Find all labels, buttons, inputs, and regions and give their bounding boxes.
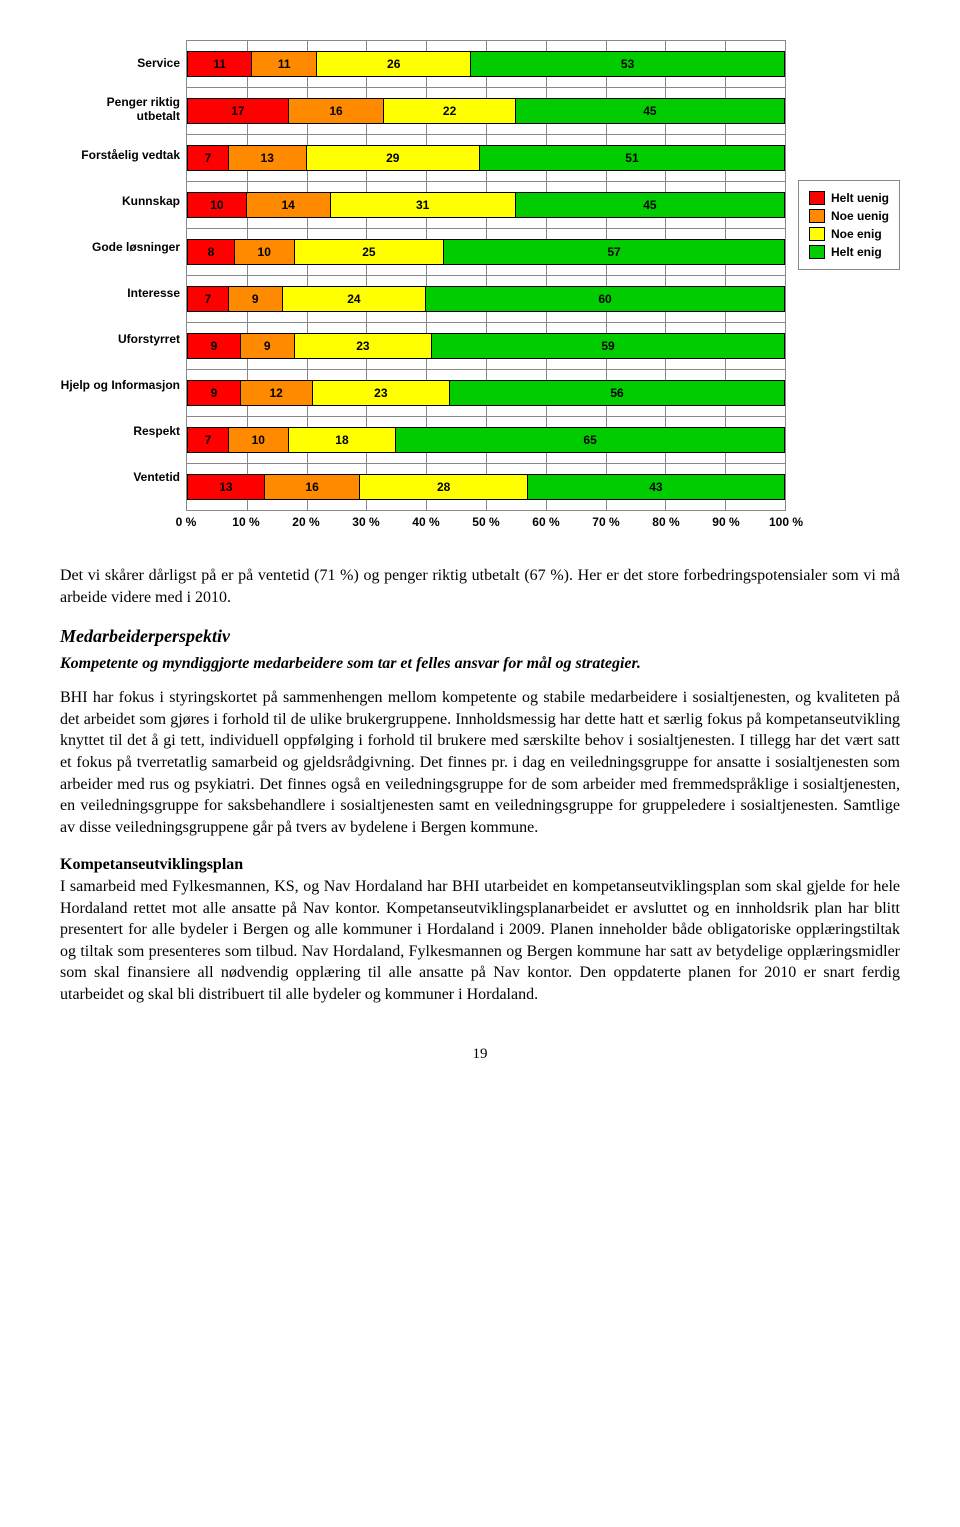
chart-bar-segment: 60	[426, 286, 785, 312]
legend-swatch	[809, 209, 825, 223]
paragraph-bhi-fokus: BHI har fokus i styringskortet på sammen…	[60, 687, 900, 838]
chart-bar-row: 10143145	[187, 182, 785, 229]
chart-bar-segment: 8	[187, 239, 235, 265]
chart-bar-row: 7101865	[187, 417, 785, 464]
chart-bar-segment: 51	[480, 145, 785, 171]
chart-bar-segment: 59	[432, 333, 785, 359]
survey-chart: ServicePenger riktig utbetaltForståelig …	[60, 40, 900, 535]
chart-x-tick: 30 %	[352, 515, 379, 529]
chart-x-tick: 100 %	[769, 515, 803, 529]
chart-bar-segment: 45	[516, 192, 785, 218]
paragraph-intro: Det vi skårer dårligst på er på ventetid…	[60, 565, 900, 608]
chart-bar-segment: 11	[252, 51, 317, 77]
chart-bar-segment: 10	[187, 192, 247, 218]
chart-bar-segment: 26	[317, 51, 471, 77]
legend-label: Noe enig	[831, 227, 882, 241]
legend-item: Helt enig	[809, 245, 889, 259]
chart-bar-segment: 43	[528, 474, 785, 500]
paragraph-kompetanseplan: I samarbeid med Fylkesmannen, KS, og Nav…	[60, 876, 900, 1006]
chart-bar-segment: 25	[295, 239, 444, 265]
chart-x-tick: 90 %	[712, 515, 739, 529]
chart-category-label: Ventetid	[60, 454, 180, 500]
legend-item: Noe enig	[809, 227, 889, 241]
chart-bar-segment: 12	[241, 380, 313, 406]
heading-kompetanseutviklingsplan: Kompetanseutviklingsplan	[60, 854, 900, 876]
chart-bar-segment: 14	[247, 192, 331, 218]
legend-swatch	[809, 245, 825, 259]
chart-category-label: Respekt	[60, 408, 180, 454]
chart-bar-row: 17162245	[187, 88, 785, 135]
chart-bar-row: 7132951	[187, 135, 785, 182]
chart-category-label: Kunnskap	[60, 178, 180, 224]
chart-bar-row: 9122356	[187, 370, 785, 417]
chart-x-tick: 20 %	[292, 515, 319, 529]
chart-x-tick: 0 %	[176, 515, 197, 529]
chart-bar-segment: 7	[187, 145, 229, 171]
chart-bar-segment: 65	[396, 427, 785, 453]
chart-bar-segment: 31	[331, 192, 516, 218]
chart-bar-segment: 16	[289, 98, 385, 124]
chart-x-tick: 50 %	[472, 515, 499, 529]
chart-category-label: Service	[60, 40, 180, 86]
chart-x-tick: 10 %	[232, 515, 259, 529]
chart-bar-segment: 56	[450, 380, 785, 406]
chart-legend: Helt uenig Noe uenig Noe enig Helt enig	[798, 180, 900, 270]
chart-bar-segment: 16	[265, 474, 361, 500]
chart-bar-segment: 23	[295, 333, 433, 359]
legend-label: Helt enig	[831, 245, 882, 259]
chart-bar-row: 13162843	[187, 464, 785, 510]
chart-bar-segment: 29	[307, 145, 480, 171]
legend-swatch	[809, 227, 825, 241]
heading-medarbeiderperspektiv: Medarbeiderperspektiv	[60, 626, 900, 647]
legend-item: Helt uenig	[809, 191, 889, 205]
chart-bar-row: 8102557	[187, 229, 785, 276]
chart-bar-segment: 9	[187, 380, 241, 406]
legend-label: Helt uenig	[831, 191, 889, 205]
chart-bar-segment: 7	[187, 286, 229, 312]
chart-bar-row: 11112653	[187, 41, 785, 88]
chart-x-tick: 80 %	[652, 515, 679, 529]
chart-bar-segment: 10	[235, 239, 295, 265]
chart-bar-segment: 9	[229, 286, 283, 312]
chart-category-labels: ServicePenger riktig utbetaltForståelig …	[60, 40, 186, 500]
chart-plot: 1111265317162245713295110143145810255779…	[186, 40, 786, 511]
legend-item: Noe uenig	[809, 209, 889, 223]
chart-bar-row: 992359	[187, 323, 785, 370]
chart-category-label: Penger riktig utbetalt	[60, 86, 180, 132]
chart-x-tick: 70 %	[592, 515, 619, 529]
chart-category-label: Interesse	[60, 270, 180, 316]
chart-bar-segment: 13	[187, 474, 265, 500]
chart-bar-row: 792460	[187, 276, 785, 323]
chart-bar-segment: 23	[313, 380, 451, 406]
chart-bar-segment: 10	[229, 427, 289, 453]
subheading-kompetente: Kompetente og myndiggjorte medarbeidere …	[60, 655, 900, 673]
page-number: 19	[60, 1046, 900, 1063]
chart-bar-segment: 13	[229, 145, 307, 171]
chart-area: 1111265317162245713295110143145810255779…	[186, 40, 786, 535]
chart-bar-segment: 45	[516, 98, 785, 124]
chart-bar-segment: 9	[187, 333, 241, 359]
chart-x-tick: 60 %	[532, 515, 559, 529]
chart-bar-segment: 17	[187, 98, 289, 124]
chart-bar-segment: 53	[471, 51, 785, 77]
chart-bar-segment: 24	[283, 286, 427, 312]
chart-category-label: Hjelp og Informasjon	[60, 362, 180, 408]
chart-bar-segment: 9	[241, 333, 295, 359]
chart-x-tick: 40 %	[412, 515, 439, 529]
chart-bar-segment: 22	[384, 98, 516, 124]
chart-bar-segment: 18	[289, 427, 397, 453]
chart-bar-segment: 28	[360, 474, 527, 500]
chart-x-axis: 0 %10 %20 %30 %40 %50 %60 %70 %80 %90 %1…	[186, 515, 786, 535]
chart-bar-segment: 7	[187, 427, 229, 453]
chart-category-label: Uforstyrret	[60, 316, 180, 362]
legend-swatch	[809, 191, 825, 205]
chart-category-label: Forståelig vedtak	[60, 132, 180, 178]
chart-bar-segment: 11	[187, 51, 252, 77]
legend-label: Noe uenig	[831, 209, 889, 223]
chart-category-label: Gode løsninger	[60, 224, 180, 270]
chart-bar-segment: 57	[444, 239, 785, 265]
